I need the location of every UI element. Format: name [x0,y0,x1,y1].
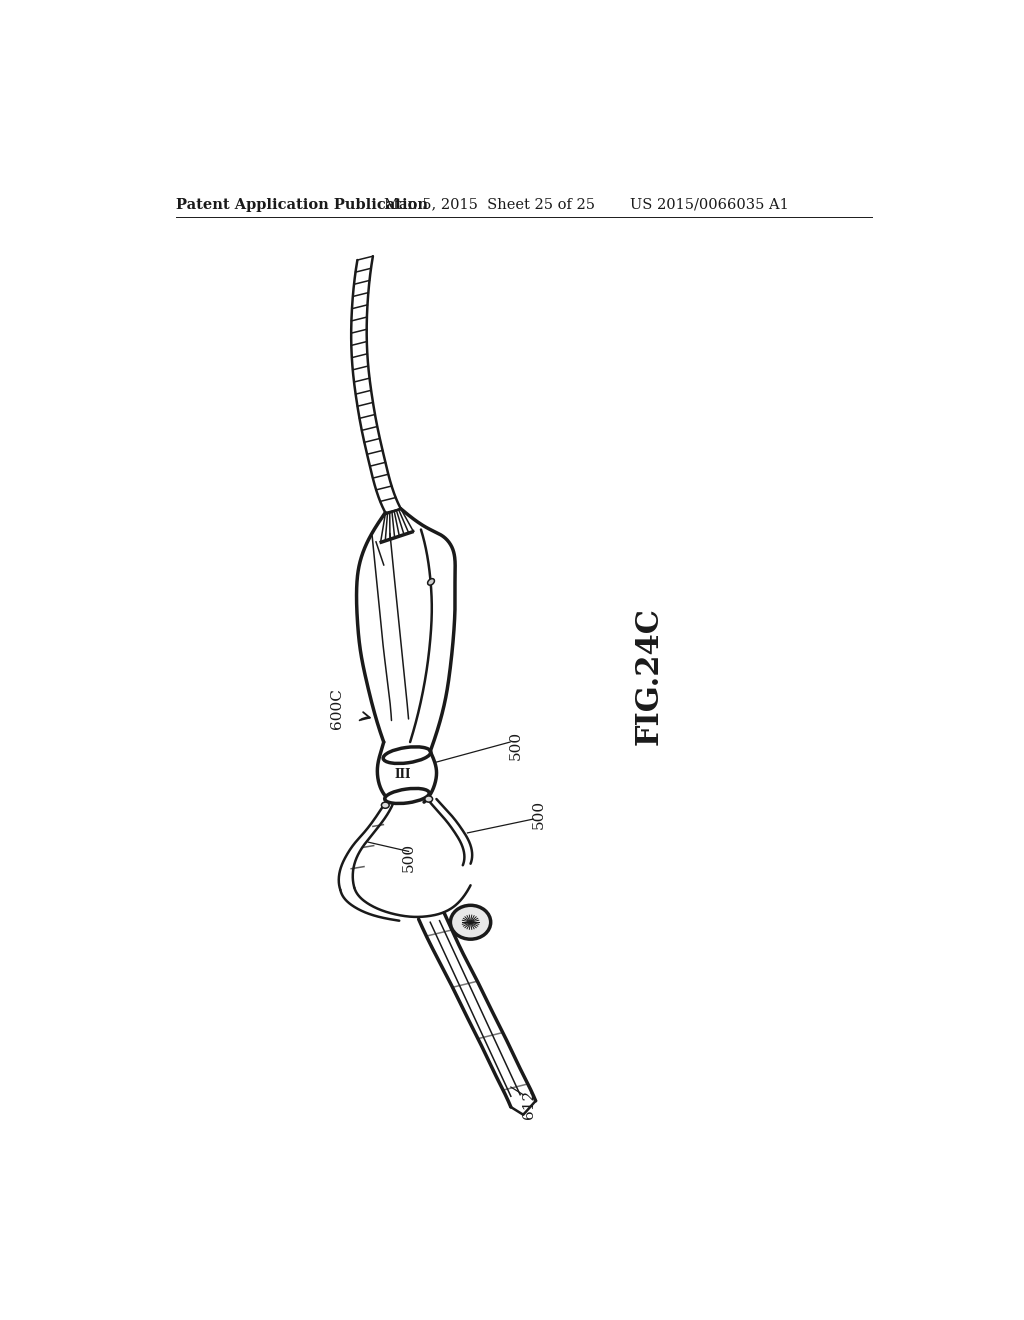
Text: Mar. 5, 2015  Sheet 25 of 25: Mar. 5, 2015 Sheet 25 of 25 [384,198,595,211]
Ellipse shape [428,578,434,585]
Ellipse shape [381,803,389,808]
Text: 500: 500 [401,843,416,873]
Text: 500: 500 [531,800,546,829]
Text: US 2015/0066035 A1: US 2015/0066035 A1 [630,198,788,211]
Text: 500: 500 [509,730,522,760]
Text: 600C: 600C [331,688,344,729]
Ellipse shape [425,796,432,803]
Text: FIG.24C: FIG.24C [633,607,665,744]
Text: 612: 612 [522,1089,537,1118]
Text: III: III [395,768,412,781]
Text: Patent Application Publication: Patent Application Publication [176,198,428,211]
Ellipse shape [385,788,429,804]
Ellipse shape [451,906,490,940]
